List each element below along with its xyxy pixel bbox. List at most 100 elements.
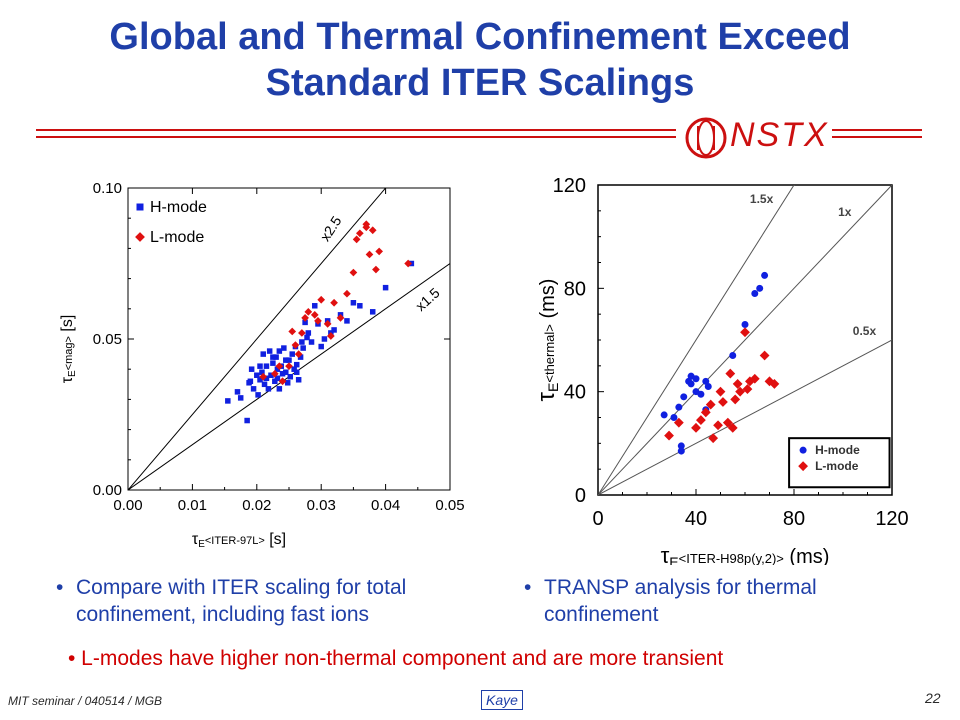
data-point (756, 284, 764, 292)
data-point (257, 377, 263, 383)
data-point (285, 362, 293, 371)
data-point (273, 354, 279, 360)
bullet-left-text: Compare with ITER scaling for total conf… (76, 576, 407, 626)
data-point (255, 392, 261, 398)
data-point (687, 380, 695, 388)
data-point (291, 366, 297, 372)
reference-line (598, 185, 892, 495)
data-point (344, 318, 350, 324)
data-point (722, 417, 733, 428)
bullet-marker: • (56, 576, 64, 599)
x-tick-label: 120 (875, 508, 908, 530)
data-point (692, 375, 700, 383)
data-point (691, 422, 701, 433)
x-tick-label: 0.02 (242, 497, 271, 514)
data-point (274, 366, 281, 372)
title-line-1: Global and Thermal Confinement Exceed (109, 16, 851, 58)
legend-marker (135, 232, 145, 242)
data-point (257, 363, 263, 369)
data-point (248, 366, 255, 372)
data-point (283, 357, 289, 363)
data-point (265, 386, 272, 392)
legend-marker (136, 203, 144, 211)
data-point (350, 300, 357, 306)
data-point (289, 351, 295, 357)
data-point (293, 369, 300, 375)
y-tick-label: 0 (575, 485, 586, 507)
y-tick-label: 80 (564, 278, 586, 300)
data-point (740, 327, 750, 338)
data-point (404, 259, 412, 268)
data-point (715, 386, 726, 397)
data-point (382, 284, 389, 291)
data-point (349, 268, 358, 277)
data-point (708, 433, 719, 444)
data-point (670, 414, 678, 421)
data-point (297, 354, 304, 360)
y-axis-label: τE<thermal> (ms) (533, 279, 561, 402)
x-tick-label: 0 (592, 508, 603, 530)
data-point (314, 317, 322, 325)
x-tick-label: 0.05 (435, 497, 464, 514)
data-point (673, 417, 684, 428)
data-point (259, 369, 265, 375)
conclusion-note: • L-modes have higher non-thermal compon… (68, 647, 724, 670)
data-point (299, 339, 305, 345)
data-point (225, 398, 231, 404)
data-point (330, 298, 338, 307)
data-point (355, 229, 364, 238)
data-point (276, 348, 283, 354)
footer-author: Kaye (481, 690, 523, 710)
reference-line (128, 188, 387, 490)
data-point (302, 319, 308, 326)
left-scatter-chart: 0.00 0.01 0.02 0.03 0.04 0.05 0.00 0.05 0.10 x2.5… (59, 180, 465, 548)
data-point (759, 350, 770, 361)
data-point (304, 307, 313, 316)
data-point (293, 361, 300, 368)
data-point (729, 352, 737, 359)
x-tick-label: 0.03 (307, 497, 336, 514)
data-point (300, 345, 306, 351)
data-point (270, 354, 276, 360)
footer-seminar: MIT seminar / 040514 / MGB (8, 694, 163, 708)
title-rule-bottom (36, 136, 676, 138)
data-point (270, 360, 276, 366)
data-point (357, 303, 363, 309)
data-point (749, 373, 760, 384)
data-point (700, 407, 711, 418)
data-point (276, 386, 283, 392)
data-point (283, 369, 289, 375)
x-tick-label: 0.04 (371, 497, 400, 514)
data-point (237, 395, 244, 401)
data-point (254, 372, 260, 378)
data-point (741, 321, 749, 328)
legend-label: L-mode (150, 229, 204, 246)
data-point (732, 379, 743, 389)
data-point (764, 376, 775, 387)
reference-line (598, 185, 795, 495)
data-point (761, 271, 769, 279)
reference-line-label: 1x (838, 205, 852, 219)
legend-label: H-mode (150, 199, 207, 216)
data-point (318, 343, 324, 350)
x-axis-label: τE<ITER-97L> [s] (192, 531, 286, 548)
right-scatter-chart: 00 40 40 80 80 120 120 1.5x 1x 0.5x H-mode L-mode τE… (533, 175, 909, 565)
data-point (244, 417, 250, 424)
data-point (250, 386, 257, 392)
data-point (287, 374, 294, 380)
legend-label: L-mode (815, 459, 859, 473)
bullet-right-text: TRANSP analysis for thermal confinement (544, 576, 817, 626)
y-tick-label: 0.10 (93, 180, 122, 197)
x-axis-label: τE<ITER-H98p(y,2)> (ms) (661, 543, 830, 565)
data-point (735, 386, 745, 397)
data-point (295, 377, 302, 383)
y-tick-label: 40 (564, 382, 586, 404)
data-point (279, 370, 286, 377)
reference-line-label: x2.5 (317, 213, 345, 244)
data-point (697, 390, 705, 398)
data-point (375, 247, 384, 256)
data-point (274, 375, 281, 382)
data-point (278, 377, 287, 386)
data-point (275, 362, 284, 371)
x-tick-label: 40 (685, 508, 707, 530)
